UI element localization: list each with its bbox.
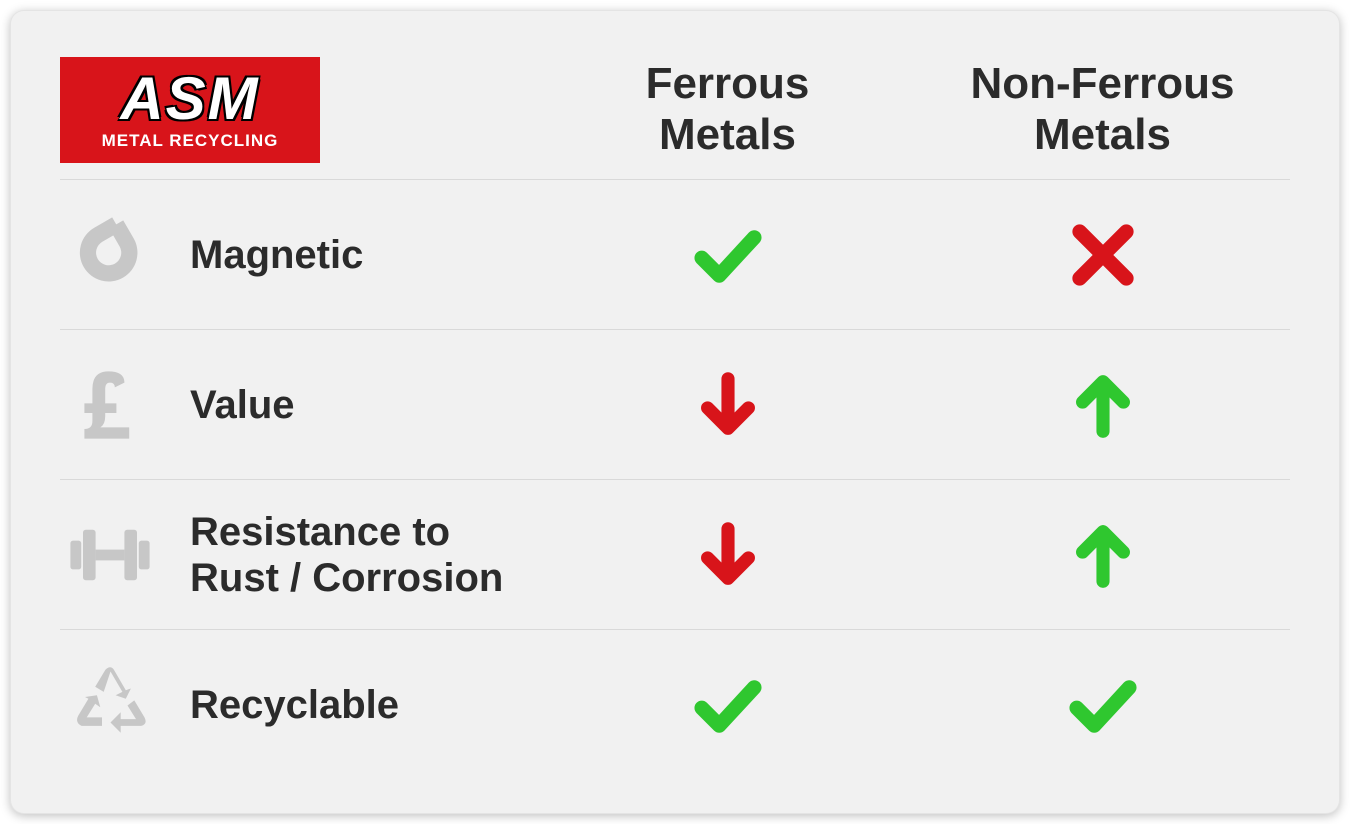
pound-icon — [60, 355, 160, 455]
logo-brand-text: ASM — [120, 69, 259, 129]
table-row: Resistance toRust / Corrosion — [60, 480, 1290, 630]
header-row: ASM METAL RECYCLING FerrousMetals Non-Fe… — [60, 40, 1290, 180]
row-label-cell: Recyclable — [60, 655, 540, 755]
check-icon — [693, 220, 763, 290]
nonferrous-value — [915, 670, 1290, 740]
ferrous-value — [540, 520, 915, 590]
ferrous-value — [540, 220, 915, 290]
table-row: Magnetic — [60, 180, 1290, 330]
row-label-cell: Resistance toRust / Corrosion — [60, 505, 540, 605]
arrow-up-icon — [1068, 520, 1138, 590]
row-label-text: Resistance toRust / Corrosion — [190, 509, 503, 601]
check-icon — [693, 670, 763, 740]
cross-icon — [1068, 220, 1138, 290]
column-header-ferrous: FerrousMetals — [540, 59, 915, 160]
nonferrous-value — [915, 370, 1290, 440]
ferrous-value — [540, 370, 915, 440]
row-label-text: Magnetic — [190, 232, 363, 278]
row-label-cell: Magnetic — [60, 205, 540, 305]
table-row: Value — [60, 330, 1290, 480]
row-label-text: Recyclable — [190, 682, 399, 728]
logo-tagline-text: METAL RECYCLING — [102, 131, 279, 151]
nonferrous-value — [915, 220, 1290, 290]
brand-logo: ASM METAL RECYCLING — [60, 57, 320, 163]
recycle-icon — [60, 655, 160, 755]
table-row: Recyclable — [60, 630, 1290, 780]
ferrous-value — [540, 670, 915, 740]
column-header-nonferrous: Non-FerrousMetals — [915, 59, 1290, 160]
row-label-cell: Value — [60, 355, 540, 455]
row-label-text: Value — [190, 382, 295, 428]
nonferrous-value — [915, 520, 1290, 590]
arrow-down-icon — [693, 520, 763, 590]
arrow-up-icon — [1068, 370, 1138, 440]
dumbbell-icon — [60, 505, 160, 605]
logo-cell: ASM METAL RECYCLING — [60, 57, 540, 163]
magnet-icon — [60, 205, 160, 305]
comparison-card: ASM METAL RECYCLING FerrousMetals Non-Fe… — [10, 10, 1340, 814]
arrow-down-icon — [693, 370, 763, 440]
check-icon — [1068, 670, 1138, 740]
